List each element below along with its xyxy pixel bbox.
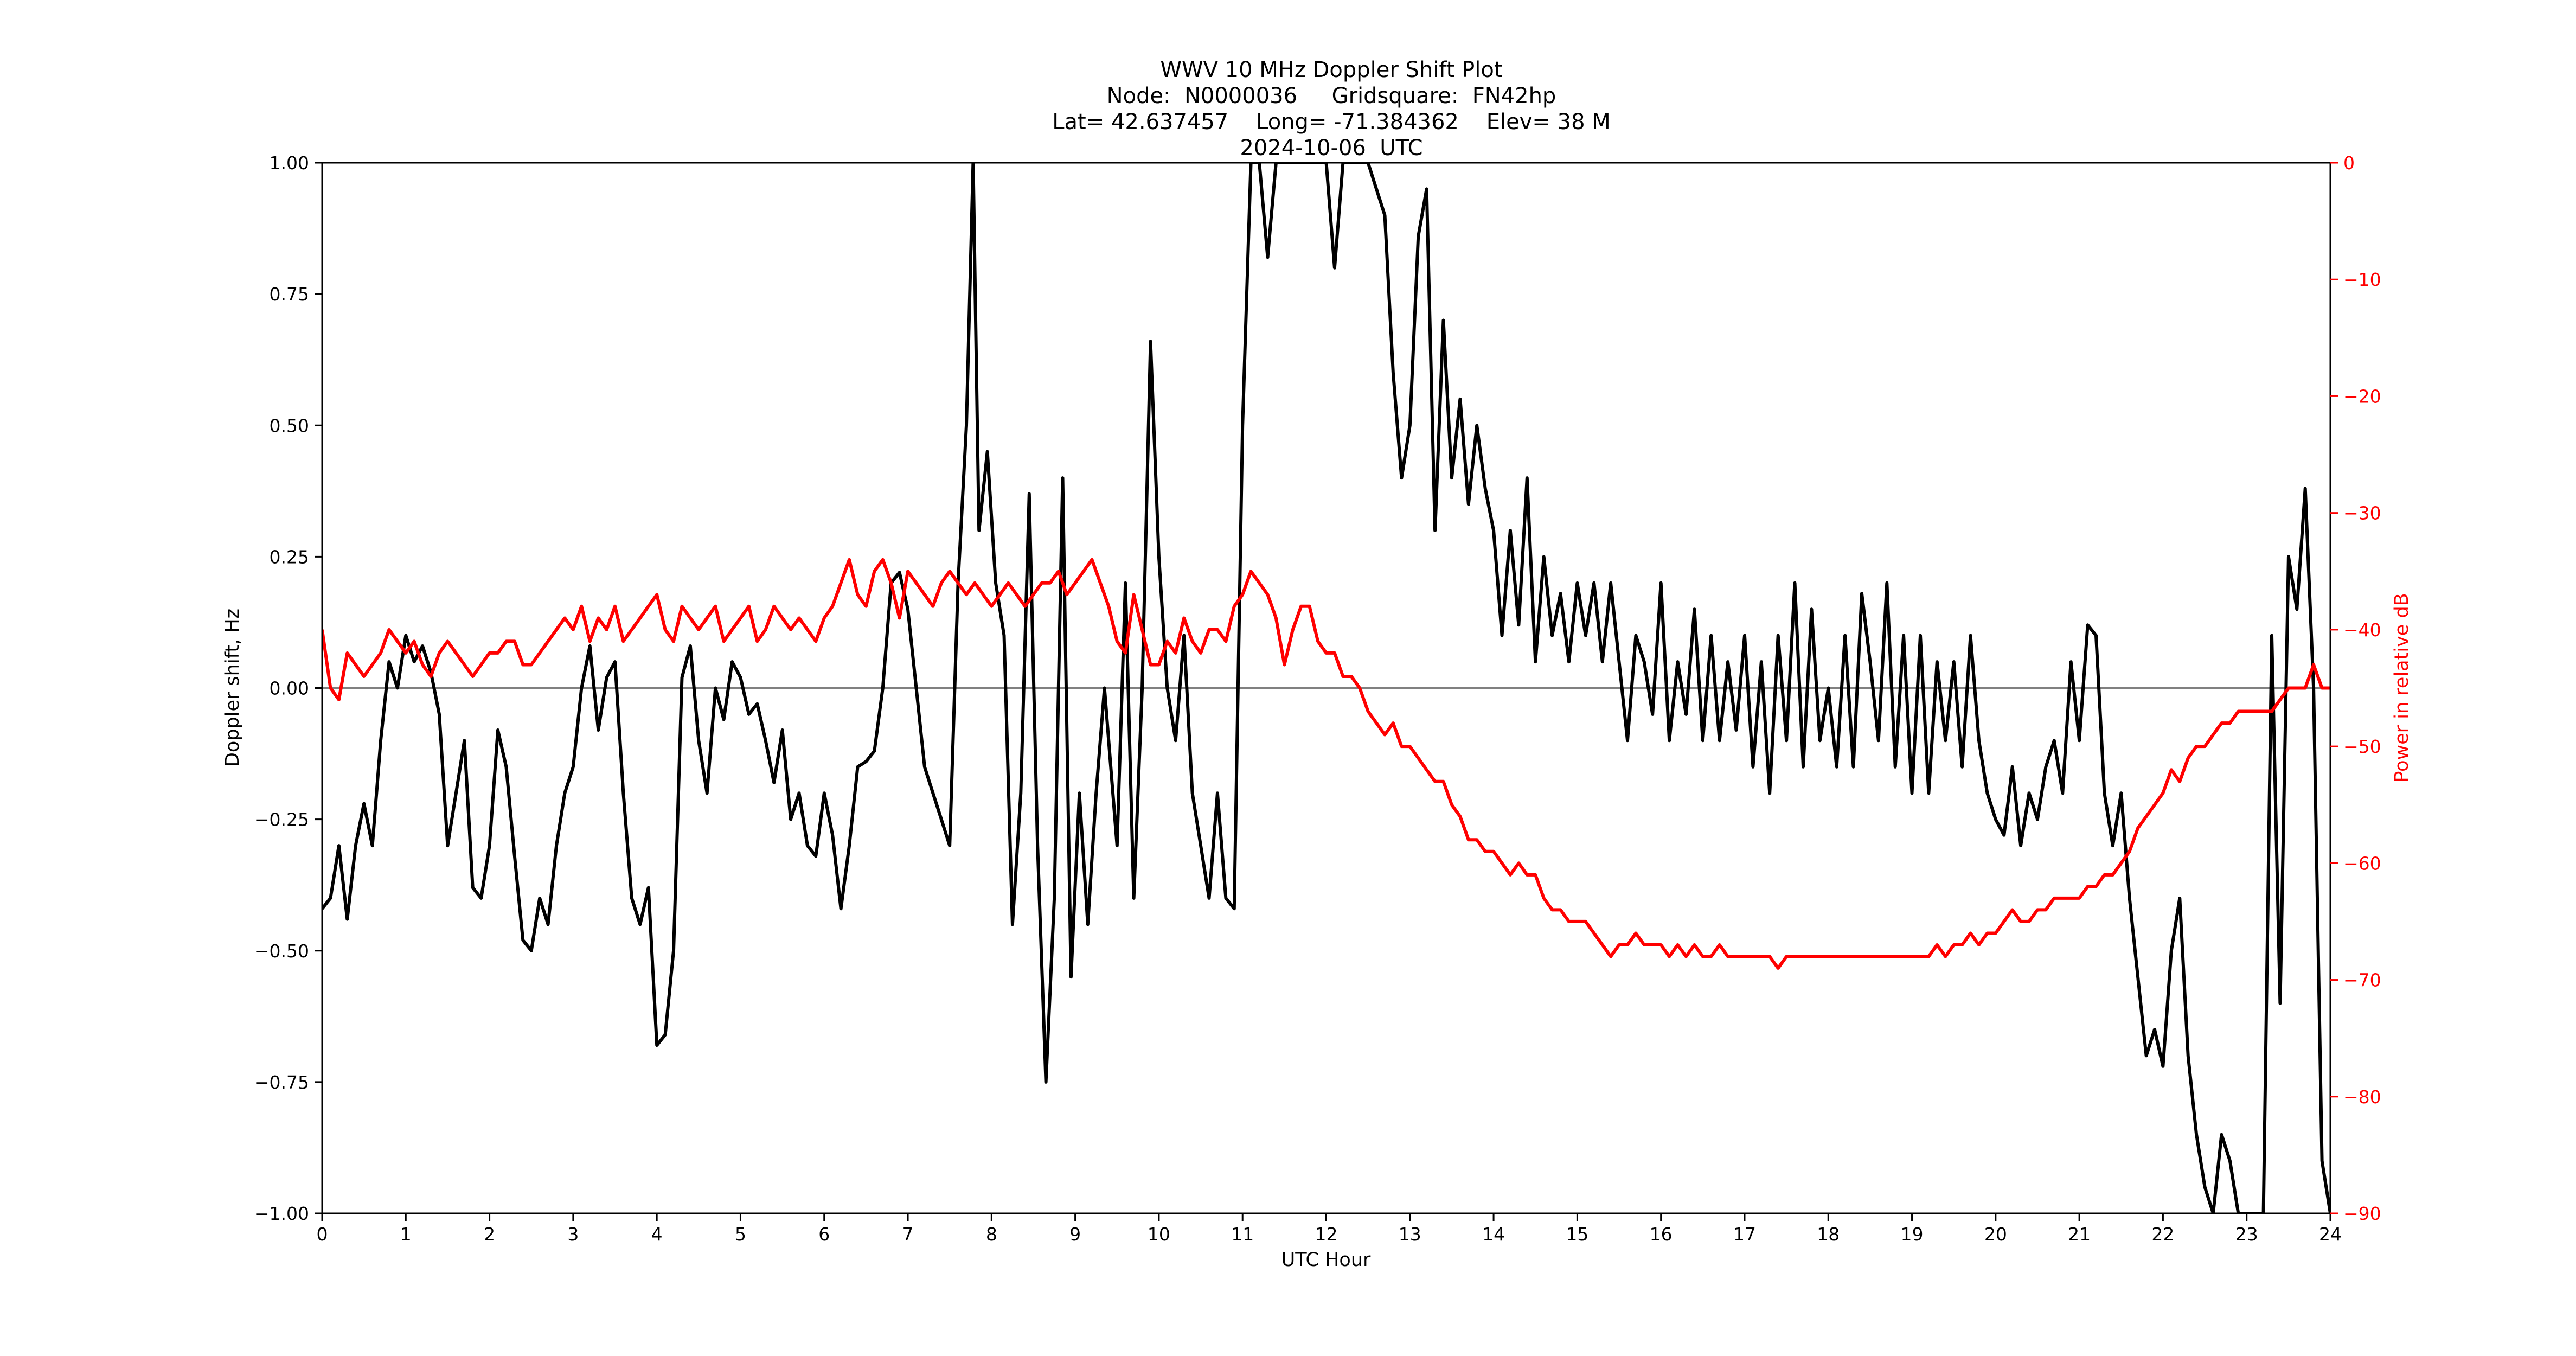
y-right-tick-label: −70: [2343, 970, 2381, 991]
x-tick-label: 8: [986, 1224, 997, 1245]
power-series-line: [322, 558, 2330, 970]
title-line-1: WWV 10 MHz Doppler Shift Plot: [1160, 57, 1502, 82]
y-tick-label: 1.00: [270, 152, 309, 174]
title-line-2: Node: N0000036 Gridsquare: FN42hp: [1107, 84, 1556, 108]
y-right-tick-label: −20: [2343, 386, 2381, 407]
y-axis-label: Doppler shift, Hz: [222, 609, 243, 767]
x-tick-label: 0: [317, 1224, 328, 1245]
y-right-tick-label: −60: [2343, 853, 2381, 874]
y-right-tick-label: −90: [2343, 1203, 2381, 1224]
x-tick-label: 13: [1399, 1224, 1421, 1245]
x-tick-label: 12: [1315, 1224, 1338, 1245]
x-tick-label: 20: [1984, 1224, 2007, 1245]
x-tick-label: 3: [567, 1224, 579, 1245]
x-tick-label: 2: [484, 1224, 495, 1245]
x-tick-label: 9: [1069, 1224, 1081, 1245]
y-tick-label: 0.25: [270, 546, 309, 567]
x-tick-label: 24: [2319, 1224, 2342, 1245]
y-axis-right: 0 −10 −20 −30 −40 −50 −60 −70 −80 −90: [2330, 152, 2381, 1224]
x-tick-label: 17: [1733, 1224, 1756, 1245]
title-line-4: 2024-10-06 UTC: [1240, 136, 1422, 161]
y-axis-right-label: Power in relative dB: [2391, 593, 2413, 782]
x-tick-label: 16: [1650, 1224, 1673, 1245]
x-tick-label: 15: [1566, 1224, 1588, 1245]
x-tick-label: 19: [1901, 1224, 1924, 1245]
x-tick-label: 4: [651, 1224, 663, 1245]
y-axis-left: 1.00 0.75 0.50 0.25 0.00 −0.25 −0.50 −0.75 −1.00: [254, 152, 322, 1224]
x-tick-label: 21: [2068, 1224, 2091, 1245]
y-tick-label: −0.75: [254, 1072, 309, 1093]
title-line-3: Lat= 42.637457 Long= -71.384362 Elev= 38…: [1052, 110, 1611, 135]
y-tick-label: −0.50: [254, 941, 309, 962]
x-tick-label: 5: [735, 1224, 746, 1245]
y-right-tick-label: −80: [2343, 1086, 2381, 1108]
x-tick-label: 22: [2151, 1224, 2174, 1245]
y-tick-label: 0.00: [270, 678, 309, 699]
doppler-series-line: [322, 163, 2330, 1213]
y-tick-label: −0.25: [254, 809, 309, 830]
y-tick-label: −1.00: [254, 1203, 309, 1224]
y-right-tick-label: −30: [2343, 503, 2381, 524]
x-tick-label: 23: [2235, 1224, 2258, 1245]
y-tick-label: 0.75: [270, 284, 309, 305]
series-layer: [322, 163, 2330, 1213]
x-tick-label: 18: [1817, 1224, 1840, 1245]
y-right-tick-label: −50: [2343, 736, 2381, 757]
x-tick-label: 1: [400, 1224, 412, 1245]
y-right-tick-label: 0: [2343, 152, 2355, 174]
chart-title: WWV 10 MHz Doppler Shift Plot Node: N000…: [1052, 57, 1611, 161]
x-tick-label: 14: [1482, 1224, 1505, 1245]
y-tick-label: 0.50: [270, 415, 309, 436]
x-tick-label: 7: [902, 1224, 914, 1245]
x-tick-label: 10: [1148, 1224, 1170, 1245]
x-axis: 0 1 2 3 4 5 6 7 8 9 10 11 12 13 14 15 16 17 18 19 20 21 22 23 24: [317, 1213, 2342, 1245]
y-right-tick-label: −40: [2343, 619, 2381, 641]
x-tick-label: 11: [1231, 1224, 1254, 1245]
x-tick-label: 6: [818, 1224, 830, 1245]
x-axis-label: UTC Hour: [1281, 1249, 1371, 1271]
y-right-tick-label: −10: [2343, 269, 2381, 290]
